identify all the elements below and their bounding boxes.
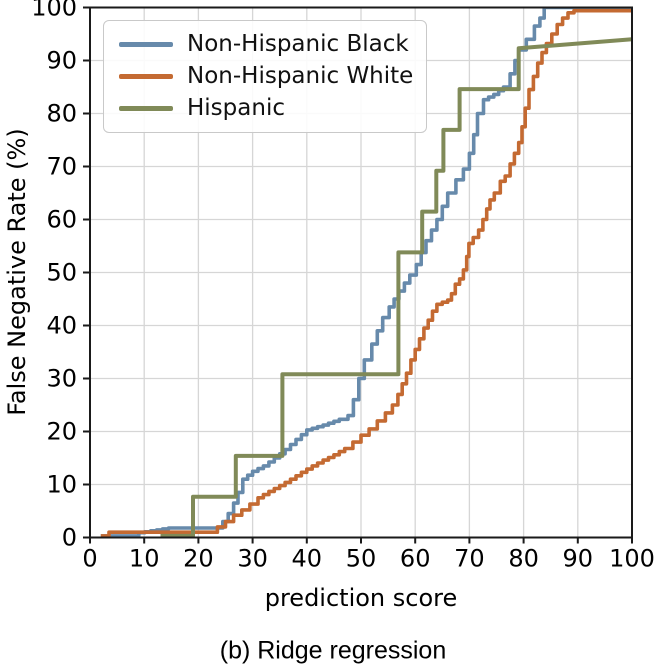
- x-tick-label: 50: [346, 545, 377, 573]
- y-tick-label: 10: [46, 471, 77, 499]
- x-tick-label: 90: [563, 545, 594, 573]
- legend-item-hispanic: Hispanic: [104, 97, 426, 120]
- y-tick-label: 90: [46, 47, 77, 75]
- series-line-non-hispanic-white: [100, 8, 632, 538]
- legend-swatch-non-hispanic-white: [119, 74, 173, 79]
- y-tick-label: 100: [31, 0, 77, 22]
- y-tick-label: 40: [46, 312, 77, 340]
- x-tick-label: 40: [292, 545, 323, 573]
- legend-item-non-hispanic-black: Non-Hispanic Black: [104, 33, 426, 56]
- x-tick-label: 30: [237, 545, 268, 573]
- legend: Non-Hispanic Black Non-Hispanic White Hisp…: [103, 20, 427, 133]
- legend-item-non-hispanic-white: Non-Hispanic White: [104, 65, 426, 88]
- y-tick-label: 0: [62, 524, 77, 552]
- y-tick-label: 30: [46, 365, 77, 393]
- series-curves: [100, 6, 633, 538]
- figure-caption: (b) Ridge regression: [219, 636, 447, 665]
- tick-marks: [83, 6, 633, 544]
- legend-label: Non-Hispanic Black: [187, 31, 409, 57]
- x-tick-label: 60: [400, 545, 431, 573]
- series-line-hispanic: [160, 37, 633, 538]
- legend-swatch-hispanic: [119, 106, 173, 111]
- y-tick-label: 50: [46, 259, 77, 287]
- x-tick-label: 80: [508, 545, 539, 573]
- series-line-non-hispanic-black: [100, 6, 632, 538]
- x-axis-label: prediction score: [264, 584, 458, 612]
- y-tick-label: 60: [46, 206, 77, 234]
- legend-swatch-non-hispanic-black: [119, 42, 173, 47]
- y-tick-label: 20: [46, 418, 77, 446]
- x-tick-label: 20: [183, 545, 214, 573]
- x-tick-label: 70: [454, 545, 485, 573]
- x-tick-label: 100: [609, 545, 655, 573]
- legend-label: Non-Hispanic White: [187, 63, 414, 89]
- y-tick-label: 70: [46, 153, 77, 181]
- x-tick-label: 10: [129, 545, 160, 573]
- tick-labels: 0 10 20 30 40 50 60 70 80 90 100 0 10 20 30 40 50 60 70 80 9…: [31, 0, 655, 573]
- x-tick-label: 0: [82, 545, 97, 573]
- y-tick-label: 80: [46, 100, 77, 128]
- legend-label: Hispanic: [187, 95, 285, 121]
- y-axis-label: False Negative Rate (%): [3, 128, 31, 416]
